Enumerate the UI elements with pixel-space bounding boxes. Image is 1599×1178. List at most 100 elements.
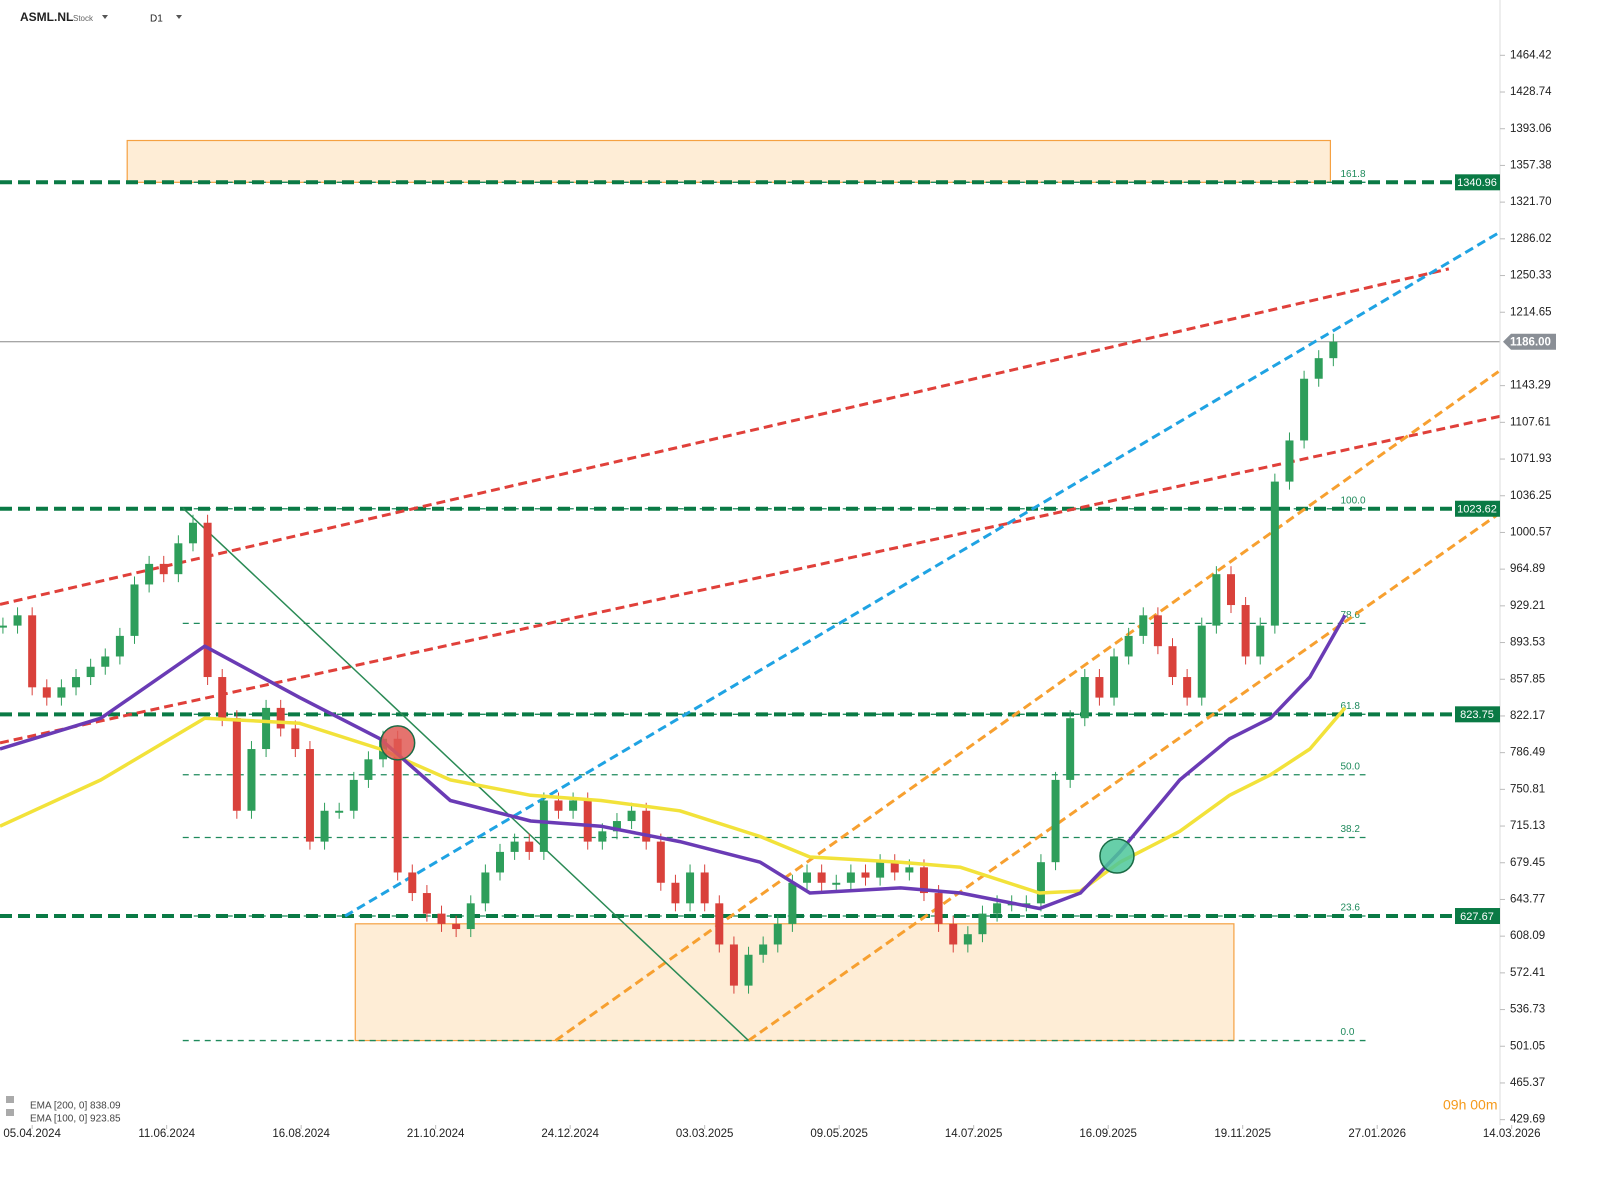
candle bbox=[612, 821, 621, 832]
x-tick-label: 24.12.2024 bbox=[541, 1128, 599, 1140]
candle bbox=[422, 893, 431, 914]
fib-label: 0.0 bbox=[1340, 1027, 1354, 1038]
y-tick-label: 1250.33 bbox=[1510, 270, 1552, 282]
x-tick-label: 09.05.2025 bbox=[810, 1128, 868, 1140]
legend-icon bbox=[6, 1109, 14, 1116]
candle bbox=[437, 913, 446, 924]
level-label: 627.67 bbox=[1460, 911, 1494, 923]
y-tick-label: 929.21 bbox=[1510, 600, 1545, 612]
candle bbox=[57, 687, 66, 698]
y-tick-label: 536.73 bbox=[1510, 1004, 1545, 1016]
candle bbox=[656, 841, 665, 883]
candle bbox=[262, 707, 271, 750]
candle bbox=[978, 913, 987, 935]
candle bbox=[305, 749, 314, 842]
level-label: 1340.96 bbox=[1457, 177, 1497, 189]
fib-label: 161.8 bbox=[1340, 169, 1365, 180]
dropdown-arrow[interactable] bbox=[102, 15, 108, 19]
y-tick-label: 822.17 bbox=[1510, 710, 1545, 722]
candle bbox=[452, 923, 461, 930]
ema-line bbox=[0, 706, 1347, 895]
candle bbox=[1256, 625, 1265, 657]
y-tick-label: 429.69 bbox=[1510, 1114, 1545, 1126]
candle bbox=[510, 841, 519, 852]
candle bbox=[1300, 378, 1309, 441]
x-tick-label: 16.08.2024 bbox=[272, 1128, 330, 1140]
candle bbox=[203, 522, 212, 678]
candle bbox=[700, 872, 709, 904]
candle bbox=[1036, 862, 1045, 904]
y-tick-label: 786.49 bbox=[1510, 747, 1545, 759]
x-tick-label: 05.04.2024 bbox=[3, 1128, 61, 1140]
candle bbox=[247, 749, 256, 811]
candle bbox=[744, 954, 753, 986]
candle bbox=[569, 800, 578, 811]
symbol[interactable]: ASML.NL bbox=[20, 10, 73, 24]
x-tick-label: 14.03.2026 bbox=[1483, 1128, 1541, 1140]
candle bbox=[934, 893, 943, 924]
y-tick-label: 1214.65 bbox=[1510, 306, 1552, 318]
candle bbox=[218, 677, 227, 719]
trendline bbox=[0, 414, 1500, 745]
candle bbox=[72, 677, 81, 688]
y-tick-label: 1071.93 bbox=[1510, 453, 1552, 465]
candle bbox=[1270, 481, 1279, 626]
candle bbox=[408, 872, 417, 894]
y-tick-label: 465.37 bbox=[1510, 1077, 1545, 1089]
y-tick-label: 964.89 bbox=[1510, 563, 1545, 575]
plot-area: 161.8 100.0 78.6 61.8 50.0 38.2 23.6 0.0 bbox=[0, 139, 1500, 1042]
candle bbox=[496, 851, 504, 873]
x-tick-label: 21.10.2024 bbox=[407, 1128, 465, 1140]
candle bbox=[1168, 646, 1177, 678]
signal-marker bbox=[379, 725, 416, 761]
y-tick-label: 679.45 bbox=[1510, 857, 1545, 869]
y-tick-label: 1321.70 bbox=[1510, 196, 1552, 208]
level-label: 1023.62 bbox=[1457, 504, 1497, 516]
trendline bbox=[554, 370, 1500, 1042]
candle bbox=[525, 841, 534, 852]
y-tick-label: 1000.57 bbox=[1510, 526, 1552, 538]
y-tick-label: 1036.25 bbox=[1510, 490, 1552, 502]
candle bbox=[13, 615, 22, 626]
candle bbox=[1197, 625, 1206, 698]
level-label-box bbox=[1455, 174, 1500, 191]
x-tick-label: 19.11.2025 bbox=[1214, 1128, 1271, 1140]
candle bbox=[817, 872, 826, 883]
y-tick-label: 1286.02 bbox=[1510, 233, 1552, 245]
y-tick-label: 1393.06 bbox=[1510, 123, 1552, 135]
y-tick-label: 1357.38 bbox=[1510, 159, 1552, 171]
candle bbox=[642, 810, 651, 842]
candle bbox=[773, 923, 782, 945]
level-label-box bbox=[1455, 706, 1500, 723]
fib-label: 38.2 bbox=[1340, 824, 1360, 835]
fib-label: 100.0 bbox=[1340, 495, 1365, 506]
candle bbox=[1124, 635, 1133, 657]
candle bbox=[554, 800, 563, 811]
candle bbox=[861, 872, 870, 878]
candle bbox=[1329, 341, 1338, 359]
candle bbox=[466, 903, 475, 930]
legend-entry: EMA [100, 0] 923.85 bbox=[30, 1114, 121, 1125]
signal-marker bbox=[1099, 838, 1135, 874]
candle bbox=[188, 522, 197, 544]
candle bbox=[963, 934, 972, 945]
y-tick-label: 572.41 bbox=[1510, 967, 1545, 979]
candle bbox=[1314, 358, 1323, 379]
dropdown-arrow[interactable] bbox=[176, 15, 182, 19]
y-tick-label: 893.53 bbox=[1510, 637, 1545, 649]
level-label-box bbox=[1455, 500, 1500, 517]
candle bbox=[1212, 574, 1221, 626]
candle bbox=[905, 867, 914, 873]
candle bbox=[0, 625, 7, 628]
candle bbox=[159, 563, 168, 575]
candle bbox=[393, 738, 402, 873]
candle bbox=[145, 563, 154, 585]
candle bbox=[1110, 656, 1119, 698]
candle bbox=[671, 882, 680, 904]
candle bbox=[1241, 605, 1250, 657]
symbol-kind: Stock bbox=[73, 14, 94, 23]
y-tick-label: 501.05 bbox=[1510, 1040, 1545, 1052]
candle bbox=[1139, 615, 1148, 636]
timeframe[interactable]: D1 bbox=[150, 14, 163, 25]
